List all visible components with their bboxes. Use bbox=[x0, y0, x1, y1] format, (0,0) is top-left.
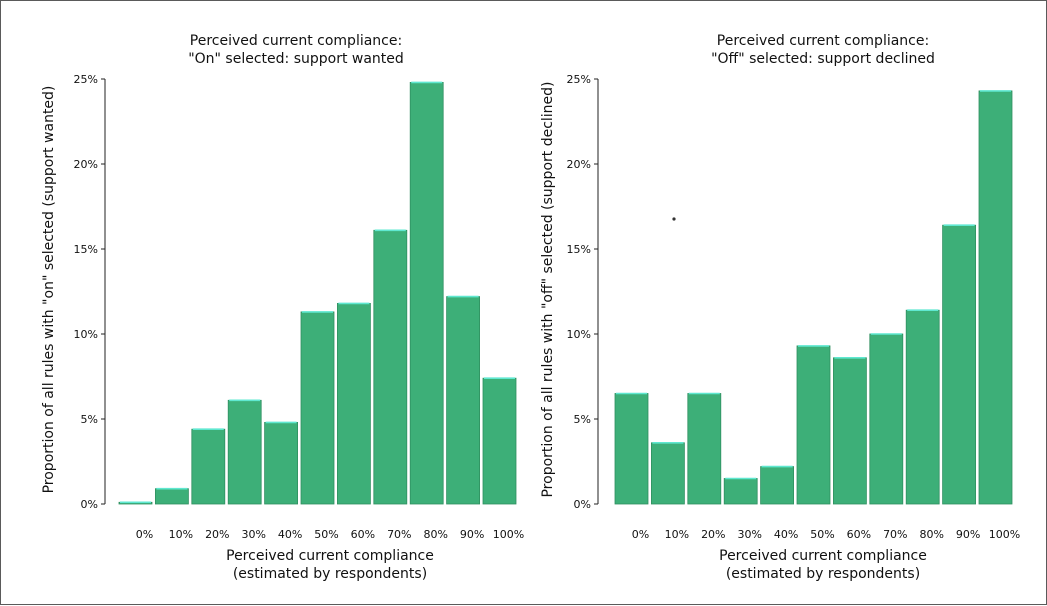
bar-10pct bbox=[651, 442, 685, 505]
bar-100pct bbox=[482, 377, 517, 505]
bar-20pct bbox=[687, 393, 722, 505]
chart-title-line-2: "On" selected: support wanted bbox=[188, 51, 404, 67]
x-tick-label: 80% bbox=[423, 528, 447, 541]
y-tick-label: 5% bbox=[574, 413, 591, 426]
x-axis-label-line-1: Perceived current compliance bbox=[226, 548, 434, 564]
bar-50pct bbox=[796, 345, 831, 505]
bar-70pct bbox=[869, 333, 904, 505]
y-tick-label: 15% bbox=[74, 243, 98, 256]
y-axis-label: Proportion of all rules with "on" select… bbox=[41, 86, 57, 494]
x-tick-label: 0% bbox=[136, 528, 153, 541]
y-tick-label: 5% bbox=[81, 413, 98, 426]
chart-title-line-2: "Off" selected: support declined bbox=[711, 51, 935, 67]
y-axis-label: Proportion of all rules with "off" selec… bbox=[540, 81, 556, 497]
bar-80pct bbox=[409, 82, 444, 505]
chart-title-line-1: Perceived current compliance: bbox=[717, 33, 929, 49]
bar-30pct bbox=[723, 478, 758, 505]
x-tick-label: 40% bbox=[278, 528, 302, 541]
y-tick-label: 15% bbox=[567, 243, 591, 256]
bar-40pct bbox=[264, 421, 299, 505]
y-tick-label: 25% bbox=[567, 73, 591, 86]
bar-30pct bbox=[227, 399, 262, 505]
bar-100pct bbox=[978, 90, 1013, 505]
x-tick-label: 40% bbox=[774, 528, 798, 541]
x-tick-label: 10% bbox=[169, 528, 193, 541]
bar-60pct bbox=[336, 302, 371, 505]
x-tick-label: 70% bbox=[883, 528, 907, 541]
x-tick-label: 90% bbox=[956, 528, 980, 541]
x-tick-label: 50% bbox=[810, 528, 834, 541]
y-tick-label: 20% bbox=[567, 158, 591, 171]
bar-90pct bbox=[942, 224, 976, 505]
x-tick-label: 20% bbox=[701, 528, 725, 541]
x-axis-label-line-2: (estimated by respondents) bbox=[726, 566, 920, 582]
x-tick-label: 60% bbox=[351, 528, 375, 541]
y-tick-label: 10% bbox=[567, 328, 591, 341]
bar-0pct bbox=[614, 393, 649, 505]
bar-90pct bbox=[446, 296, 481, 505]
x-tick-label: 20% bbox=[205, 528, 229, 541]
y-tick-label: 0% bbox=[81, 498, 98, 511]
x-tick-label: 30% bbox=[241, 528, 265, 541]
x-tick-label: 70% bbox=[387, 528, 411, 541]
y-tick-label: 0% bbox=[574, 498, 591, 511]
x-tick-label: 30% bbox=[737, 528, 761, 541]
bar-40pct bbox=[760, 466, 794, 505]
chart-title-line-1: Perceived current compliance: bbox=[190, 33, 402, 49]
y-tick-label: 10% bbox=[74, 328, 98, 341]
bar-60pct bbox=[833, 357, 867, 505]
bar-70pct bbox=[373, 229, 408, 505]
x-tick-label: 100% bbox=[493, 528, 524, 541]
x-tick-label: 80% bbox=[919, 528, 943, 541]
bar-20pct bbox=[191, 428, 226, 505]
x-axis-label-line-2: (estimated by respondents) bbox=[233, 566, 427, 582]
x-tick-label: 50% bbox=[314, 528, 338, 541]
stray-dot bbox=[672, 217, 676, 221]
y-tick-label: 25% bbox=[74, 73, 98, 86]
y-tick-label: 20% bbox=[74, 158, 98, 171]
x-tick-label: 100% bbox=[989, 528, 1020, 541]
x-tick-label: 90% bbox=[460, 528, 484, 541]
x-tick-label: 60% bbox=[847, 528, 871, 541]
x-tick-label: 10% bbox=[665, 528, 689, 541]
x-tick-label: 0% bbox=[632, 528, 649, 541]
bar-10pct bbox=[154, 488, 189, 505]
bar-50pct bbox=[300, 311, 335, 505]
bar-80pct bbox=[905, 309, 940, 505]
x-axis-label-line-1: Perceived current compliance bbox=[719, 548, 927, 564]
